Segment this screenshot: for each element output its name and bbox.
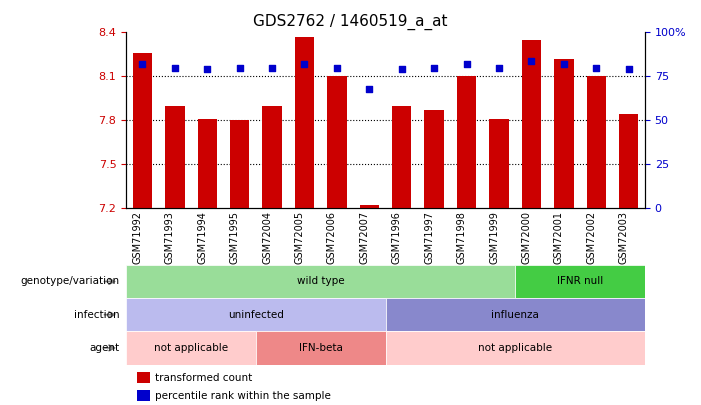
Bar	[554, 59, 573, 208]
Bar	[262, 106, 282, 208]
FancyBboxPatch shape	[256, 331, 386, 364]
Text: GSM72003: GSM72003	[619, 211, 629, 264]
Bar	[137, 390, 149, 401]
Bar	[132, 53, 152, 208]
Text: infection: infection	[74, 310, 119, 320]
Bar	[392, 106, 411, 208]
FancyBboxPatch shape	[126, 265, 515, 298]
Text: GSM71993: GSM71993	[165, 211, 175, 264]
FancyBboxPatch shape	[386, 331, 645, 364]
Point	[266, 64, 278, 71]
Text: GSM71992: GSM71992	[132, 211, 142, 264]
Point	[137, 61, 148, 67]
Bar	[137, 372, 149, 383]
Text: genotype/variation: genotype/variation	[20, 277, 119, 286]
Point	[526, 57, 537, 64]
Bar	[198, 119, 217, 208]
Text: GDS2762 / 1460519_a_at: GDS2762 / 1460519_a_at	[253, 14, 448, 30]
Text: GSM72007: GSM72007	[360, 211, 369, 264]
Bar	[619, 115, 639, 208]
Bar	[295, 37, 314, 208]
FancyBboxPatch shape	[126, 331, 256, 364]
FancyBboxPatch shape	[515, 265, 645, 298]
Text: influenza: influenza	[491, 310, 539, 320]
Point	[591, 64, 602, 71]
Bar	[360, 205, 379, 208]
Text: IFN-beta: IFN-beta	[299, 343, 343, 353]
Text: GSM72004: GSM72004	[262, 211, 272, 264]
Text: IFNR null: IFNR null	[557, 277, 603, 286]
Point	[461, 61, 472, 67]
Point	[234, 64, 245, 71]
FancyBboxPatch shape	[126, 298, 386, 331]
Bar	[230, 120, 250, 208]
Text: not applicable: not applicable	[154, 343, 228, 353]
Bar	[327, 77, 347, 208]
Bar	[165, 106, 184, 208]
Bar	[587, 77, 606, 208]
Text: GSM72005: GSM72005	[294, 211, 304, 264]
Text: GSM72001: GSM72001	[554, 211, 564, 264]
Text: transformed count: transformed count	[155, 373, 252, 383]
Point	[428, 64, 440, 71]
Point	[558, 61, 569, 67]
Point	[169, 64, 180, 71]
Text: uninfected: uninfected	[228, 310, 284, 320]
FancyBboxPatch shape	[386, 298, 645, 331]
Text: GSM71996: GSM71996	[392, 211, 402, 264]
Point	[202, 66, 213, 72]
Bar	[522, 40, 541, 208]
Point	[494, 64, 505, 71]
Text: GSM71995: GSM71995	[230, 211, 240, 264]
Bar	[457, 77, 477, 208]
Point	[396, 66, 407, 72]
Bar	[425, 110, 444, 208]
Text: GSM71998: GSM71998	[456, 211, 467, 264]
Text: GSM71997: GSM71997	[424, 211, 434, 264]
Text: agent: agent	[89, 343, 119, 353]
Point	[364, 85, 375, 92]
Text: percentile rank within the sample: percentile rank within the sample	[155, 391, 331, 401]
Text: not applicable: not applicable	[478, 343, 552, 353]
Text: GSM72006: GSM72006	[327, 211, 337, 264]
Bar	[489, 119, 509, 208]
Point	[332, 64, 343, 71]
Text: wild type: wild type	[297, 277, 344, 286]
Point	[299, 61, 310, 67]
Text: GSM72000: GSM72000	[522, 211, 531, 264]
Point	[623, 66, 634, 72]
Text: GSM71999: GSM71999	[489, 211, 499, 264]
Text: GSM72002: GSM72002	[586, 211, 597, 264]
Text: GSM71994: GSM71994	[197, 211, 207, 264]
